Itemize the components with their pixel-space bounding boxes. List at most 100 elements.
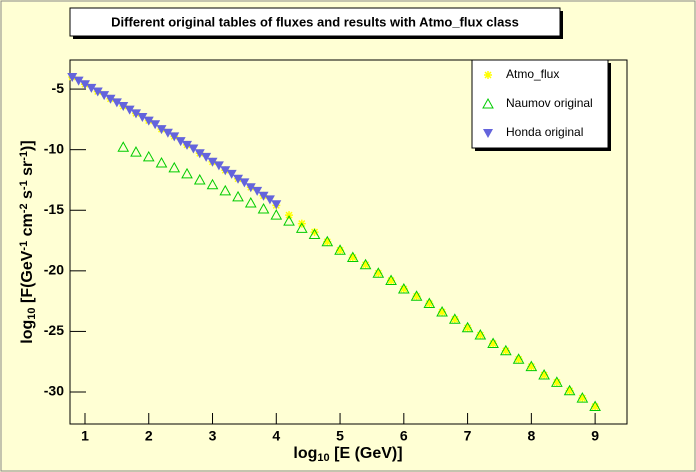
label-part: log (293, 445, 317, 462)
triangle-marker (576, 392, 589, 403)
triangle-down-marker (79, 80, 90, 90)
triangle-marker (232, 190, 244, 202)
x-axis-label: log10 [E (GeV)] (293, 445, 402, 464)
label-part: [F(GeV (19, 250, 36, 307)
star-marker (514, 355, 523, 364)
star-marker (484, 71, 492, 79)
triangle-marker (321, 235, 334, 247)
label-part: -2 (18, 203, 30, 213)
star-marker (540, 371, 549, 380)
star-marker (578, 394, 587, 403)
star-marker (450, 315, 459, 324)
triangle-marker (295, 222, 308, 233)
triangle-marker (410, 290, 423, 301)
star-marker (425, 299, 434, 308)
star-marker (412, 292, 421, 301)
label-part: -1 (18, 180, 30, 190)
triangle-down-marker (86, 83, 97, 93)
triangle-down-marker (137, 112, 148, 122)
triangle-marker (142, 150, 155, 162)
label-part: s (19, 190, 36, 203)
star-marker (348, 253, 357, 262)
y-axis-label: log10 [F(GeV-1 cm-2 s-1 sr-1)] (18, 140, 38, 343)
triangle-down-marker (175, 137, 186, 147)
triangle-down-marker (124, 105, 135, 115)
y-tick-label: -30 (44, 383, 64, 399)
triangle-marker (334, 244, 346, 255)
label-part: 10 (317, 452, 329, 464)
star-marker (438, 308, 447, 317)
star-marker (374, 269, 383, 278)
triangle-marker (117, 141, 130, 152)
triangle-marker (551, 376, 563, 387)
triangle-down-marker (258, 191, 269, 201)
triangle-down-marker (105, 94, 116, 104)
triangle-down-marker (271, 200, 282, 210)
star-marker (285, 211, 294, 220)
triangle-down-marker (111, 98, 122, 108)
triangle-down-marker (188, 144, 199, 154)
star-marker (310, 228, 319, 237)
triangle-marker (525, 360, 538, 372)
star-marker (527, 362, 536, 371)
triangle-down-marker (194, 149, 205, 159)
triangle-down-marker (150, 120, 161, 130)
triangle-marker (423, 297, 436, 309)
triangle-marker (193, 173, 206, 185)
star-marker (387, 276, 396, 285)
triangle-down-marker (213, 161, 224, 171)
triangle-down-marker (169, 132, 180, 142)
triangle-marker (181, 167, 193, 179)
x-tick-label: 2 (145, 428, 153, 444)
x-tick-label: 8 (527, 428, 535, 444)
star-marker (336, 246, 345, 255)
triangle-down-marker (483, 129, 493, 138)
triangle-marker (397, 282, 410, 294)
star-marker (463, 323, 472, 332)
triangle-marker (538, 369, 550, 380)
triangle-down-marker (245, 183, 256, 193)
triangle-down-marker (156, 125, 167, 135)
label-part: log (19, 320, 36, 344)
triangle-marker (359, 258, 372, 270)
x-tick-label: 3 (209, 428, 217, 444)
legend-label: Honda original (506, 125, 583, 139)
x-tick-label: 5 (336, 428, 344, 444)
triangle-marker (487, 337, 499, 349)
star-marker (323, 237, 332, 246)
star-marker (476, 331, 485, 340)
triangle-marker (372, 267, 385, 278)
legend-label: Atmo_flux (506, 67, 559, 81)
x-tick-label: 4 (272, 428, 280, 444)
triangle-down-marker (220, 166, 231, 176)
triangle-marker (130, 146, 142, 157)
y-tick-label: -15 (44, 201, 64, 217)
x-tick-label: 6 (400, 428, 408, 444)
triangle-marker (512, 353, 525, 364)
x-tick-label: 1 (81, 428, 89, 444)
star-marker (399, 285, 408, 294)
triangle-marker (448, 313, 461, 324)
triangle-down-marker (162, 128, 173, 138)
y-tick-label: -5 (52, 80, 65, 96)
triangle-marker (346, 251, 359, 263)
chart-title: Different original tables of fluxes and … (111, 14, 519, 29)
star-marker (591, 402, 600, 411)
star-marker (489, 339, 498, 348)
x-tick-label: 9 (591, 428, 599, 444)
triangle-marker (461, 321, 474, 333)
label-part: sr (19, 161, 36, 181)
triangle-down-marker (118, 102, 129, 112)
triangle-marker (168, 161, 181, 173)
triangle-marker (482, 97, 494, 109)
label-part: [E (GeV)] (330, 445, 403, 462)
triangle-down-marker (92, 87, 103, 97)
triangle-marker (244, 196, 257, 208)
triangle-down-marker (67, 72, 78, 82)
title-box (69, 7, 561, 37)
triangle-down-marker (182, 140, 193, 150)
legend-box (471, 59, 609, 149)
triangle-marker (385, 274, 397, 286)
triangle-down-marker (233, 174, 244, 184)
